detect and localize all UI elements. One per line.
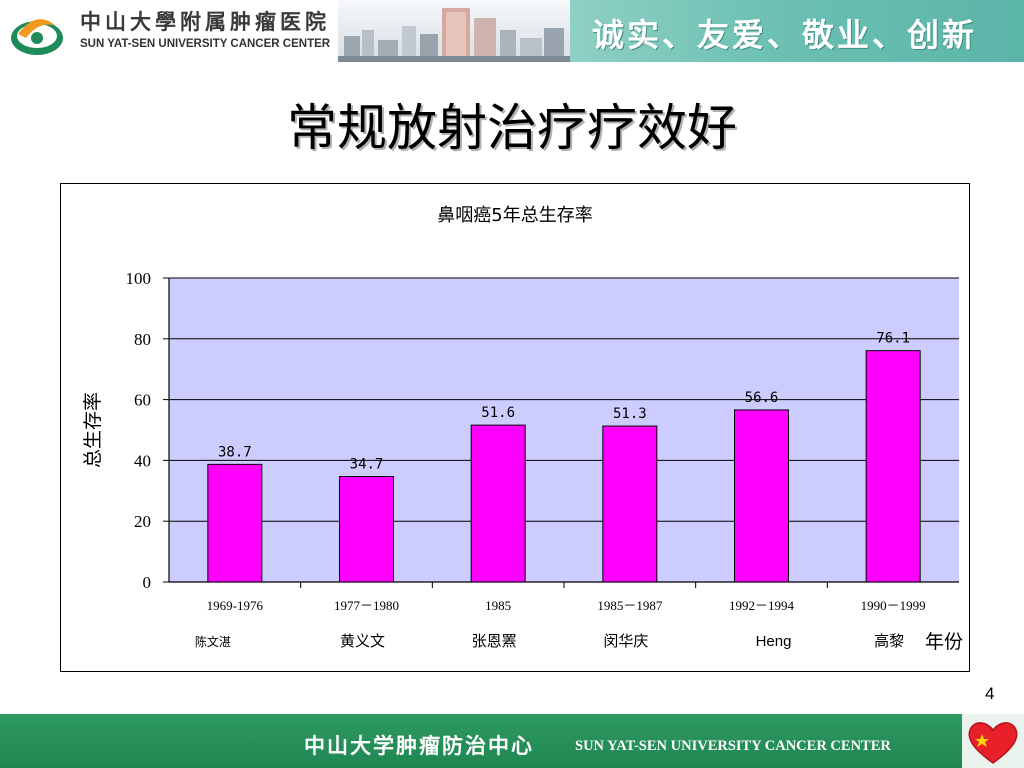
slide-header: 中山大學附属肿瘤医院 SUN YAT-SEN UNIVERSITY CANCER… bbox=[0, 0, 1024, 62]
bar bbox=[602, 425, 658, 583]
x-tick-label: 1992－1994 bbox=[729, 598, 795, 613]
motto-banner bbox=[570, 0, 1024, 62]
author-label: 张恩罴 bbox=[472, 632, 517, 650]
data-label: 56.6 bbox=[745, 390, 779, 406]
data-label: 38.7 bbox=[218, 444, 252, 460]
x-tick-label: 1977－1980 bbox=[334, 598, 399, 613]
bar bbox=[734, 409, 789, 583]
author-label: 闵华庆 bbox=[603, 632, 648, 650]
data-label: 51.3 bbox=[613, 406, 647, 422]
slide-footer bbox=[0, 714, 1024, 768]
author-label: Heng bbox=[756, 633, 792, 650]
bar bbox=[865, 350, 921, 583]
y-tick-label: 100 bbox=[126, 269, 152, 288]
heart-emblem-icon bbox=[962, 714, 1024, 768]
data-label: 34.7 bbox=[350, 457, 384, 473]
hospital-name-cn: 中山大學附属肿瘤医院 bbox=[80, 9, 330, 34]
motto-text: 诚实、友爱、敬业、创新 bbox=[592, 16, 978, 54]
bar bbox=[339, 476, 394, 583]
chart-title: 鼻咽癌5年总生存率 bbox=[437, 205, 592, 226]
x-axis-label: 年份 bbox=[925, 631, 963, 653]
data-label: 76.1 bbox=[876, 331, 910, 347]
x-tick-label: 1985－1987 bbox=[597, 598, 663, 613]
bar bbox=[207, 463, 263, 583]
slide-title: 常规放射治疗疗效好 bbox=[287, 99, 737, 157]
hospital-logo-icon bbox=[11, 19, 63, 55]
y-axis-label: 总生存率 bbox=[82, 392, 104, 468]
y-tick-label: 60 bbox=[134, 391, 151, 410]
footer-name-en: SUN YAT-SEN UNIVERSITY CANCER CENTER bbox=[575, 738, 891, 754]
footer-name-cn: 中山大学肿瘤防治中心 bbox=[304, 733, 534, 758]
chart-frame: 0 20 40 60 80 100 38.7 1969-1976 陈文湛 34.7 1977－198… bbox=[60, 183, 970, 672]
hospital-name-en: SUN YAT-SEN UNIVERSITY CANCER CENTER bbox=[80, 38, 331, 50]
x-tick-label: 1985 bbox=[485, 598, 511, 613]
page-number: 4 bbox=[985, 684, 995, 703]
y-tick-label: 20 bbox=[134, 512, 151, 531]
x-tick-label: 1969-1976 bbox=[207, 598, 264, 613]
author-label: 高黎 bbox=[874, 632, 904, 650]
plot-area bbox=[169, 278, 959, 582]
y-tick-label: 40 bbox=[134, 451, 151, 470]
author-label: 陈文湛 bbox=[195, 634, 231, 649]
author-label: 黄义文 bbox=[340, 632, 385, 650]
y-tick-label: 80 bbox=[134, 330, 151, 349]
survival-bar-chart: 0 20 40 60 80 100 38.7 1969-1976 陈文湛 34.7 1977－198… bbox=[82, 205, 963, 653]
city-skyline-image bbox=[338, 0, 570, 62]
bar bbox=[470, 424, 526, 583]
y-tick-label: 0 bbox=[143, 573, 152, 592]
x-tick-label: 1990－1999 bbox=[861, 598, 926, 613]
data-label: 51.6 bbox=[481, 405, 515, 421]
